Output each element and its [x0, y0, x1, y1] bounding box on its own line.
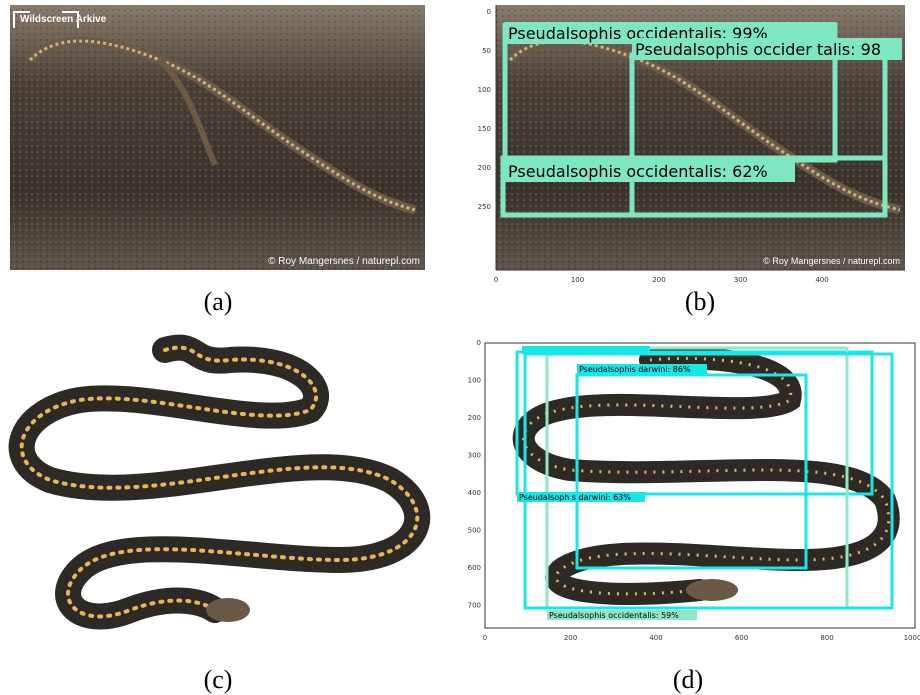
label-background — [522, 346, 650, 354]
y-tick-label: 100 — [478, 86, 491, 94]
y-tick-label: 50 — [482, 47, 491, 55]
detection-label: Pseudalsophis occidentalis: 59% — [549, 611, 679, 620]
panel-caption: (c) — [204, 665, 233, 694]
figure: (a) Wildscreen Arkive © Roy Mangersnes /… — [0, 0, 920, 695]
x-tick-label: 300 — [734, 276, 747, 284]
x-tick-label: 600 — [735, 634, 748, 642]
panel-caption: (a) — [204, 287, 233, 316]
y-tick-label: 200 — [468, 414, 481, 422]
x-tick-label: 200 — [652, 276, 665, 284]
plot-d — [485, 343, 915, 628]
watermark: © Roy Mangersnes / naturepl.com — [268, 256, 420, 267]
y-tick-label: 150 — [478, 125, 491, 133]
x-tick-label: 200 — [564, 634, 577, 642]
panel-caption: (d) — [673, 665, 703, 694]
y-tick-label: 100 — [468, 377, 481, 385]
photo-a — [10, 5, 425, 270]
watermark: © Roy Mangersnes / naturepl.com — [763, 256, 900, 266]
y-tick-label: 0 — [477, 339, 481, 347]
x-tick-label: 1000 — [904, 634, 920, 642]
detection-label: Pseudalsophis darwini: 86% — [579, 365, 691, 374]
photo-c — [22, 348, 418, 622]
watermark: Wildscreen Arkive — [20, 14, 107, 25]
y-tick-label: 0 — [487, 8, 491, 16]
detection-label: Pseudalsophis occider talis: 98 — [635, 40, 881, 59]
x-tick-label: 800 — [820, 634, 833, 642]
x-tick-label: 100 — [571, 276, 584, 284]
y-tick-label: 300 — [468, 452, 481, 460]
x-tick-label: 0 — [483, 634, 487, 642]
y-tick-label: 500 — [468, 527, 481, 535]
y-tick-label: 200 — [478, 164, 491, 172]
x-tick-label: 400 — [815, 276, 828, 284]
x-tick-label: 400 — [649, 634, 662, 642]
detection-label: Pseudalsoph s darwini: 63% — [519, 493, 631, 502]
y-tick-label: 600 — [468, 564, 481, 572]
y-tick-label: 400 — [468, 489, 481, 497]
detection-label: Pseudalsophis occidentalis: 62% — [508, 162, 768, 181]
y-tick-label: 250 — [478, 203, 491, 211]
y-tick-label: 700 — [468, 602, 481, 610]
x-tick-label: 0 — [494, 276, 498, 284]
panel-caption: (b) — [685, 287, 715, 316]
